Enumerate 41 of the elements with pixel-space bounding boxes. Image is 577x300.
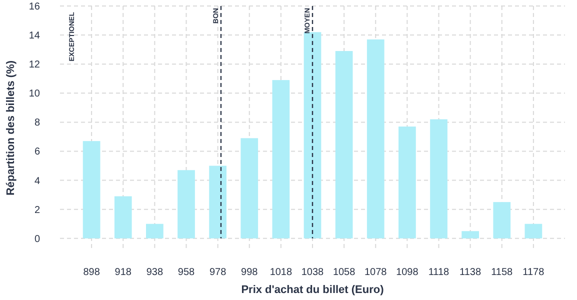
- bar: [240, 138, 258, 238]
- x-tick-label: 1038: [301, 267, 324, 278]
- x-tick-label: 1158: [491, 267, 514, 278]
- x-tick-label: 1058: [332, 267, 356, 278]
- y-tick-label: 0: [34, 234, 40, 245]
- bar: [366, 39, 384, 238]
- bar: [146, 224, 164, 238]
- y-tick-label: 2: [34, 204, 40, 216]
- x-tick-label: 1018: [270, 267, 292, 278]
- bar: [304, 32, 322, 238]
- y-tick-label: 14: [28, 30, 40, 42]
- bar: [114, 196, 132, 238]
- x-tick-label: 1098: [396, 267, 419, 278]
- x-tick-label: 1118: [428, 267, 450, 278]
- x-axis-title: Prix d'achat du billet (Euro): [241, 284, 384, 296]
- bar: [209, 166, 226, 238]
- bar: [493, 202, 511, 238]
- y-tick-label: 10: [28, 88, 40, 100]
- bar: [82, 141, 100, 238]
- x-tick-label: 898: [83, 267, 100, 278]
- x-tick-label: 938: [146, 267, 164, 278]
- bar: [335, 51, 353, 238]
- bar: [272, 80, 290, 238]
- x-tick-label: 958: [178, 267, 196, 278]
- x-tick-label: 1138: [460, 267, 482, 278]
- x-tick-label: 978: [209, 267, 227, 278]
- y-tick-label: 8: [34, 118, 40, 129]
- bar: [524, 224, 542, 238]
- bar: [178, 170, 195, 238]
- x-tick-label: 1178: [522, 267, 545, 278]
- x-tick-label: 918: [114, 267, 132, 278]
- x-tick-label: 998: [241, 267, 258, 278]
- y-tick-label: 16: [28, 2, 40, 12]
- y-tick-label: 6: [34, 146, 40, 158]
- bar: [398, 126, 416, 238]
- y-tick-label: 12: [28, 60, 40, 71]
- bar: [430, 119, 448, 238]
- y-tick-label: 4: [34, 176, 40, 187]
- bar: [462, 231, 479, 238]
- x-tick-label: 1078: [364, 267, 388, 278]
- y-axis-title: Répartition des billets (%): [5, 60, 17, 196]
